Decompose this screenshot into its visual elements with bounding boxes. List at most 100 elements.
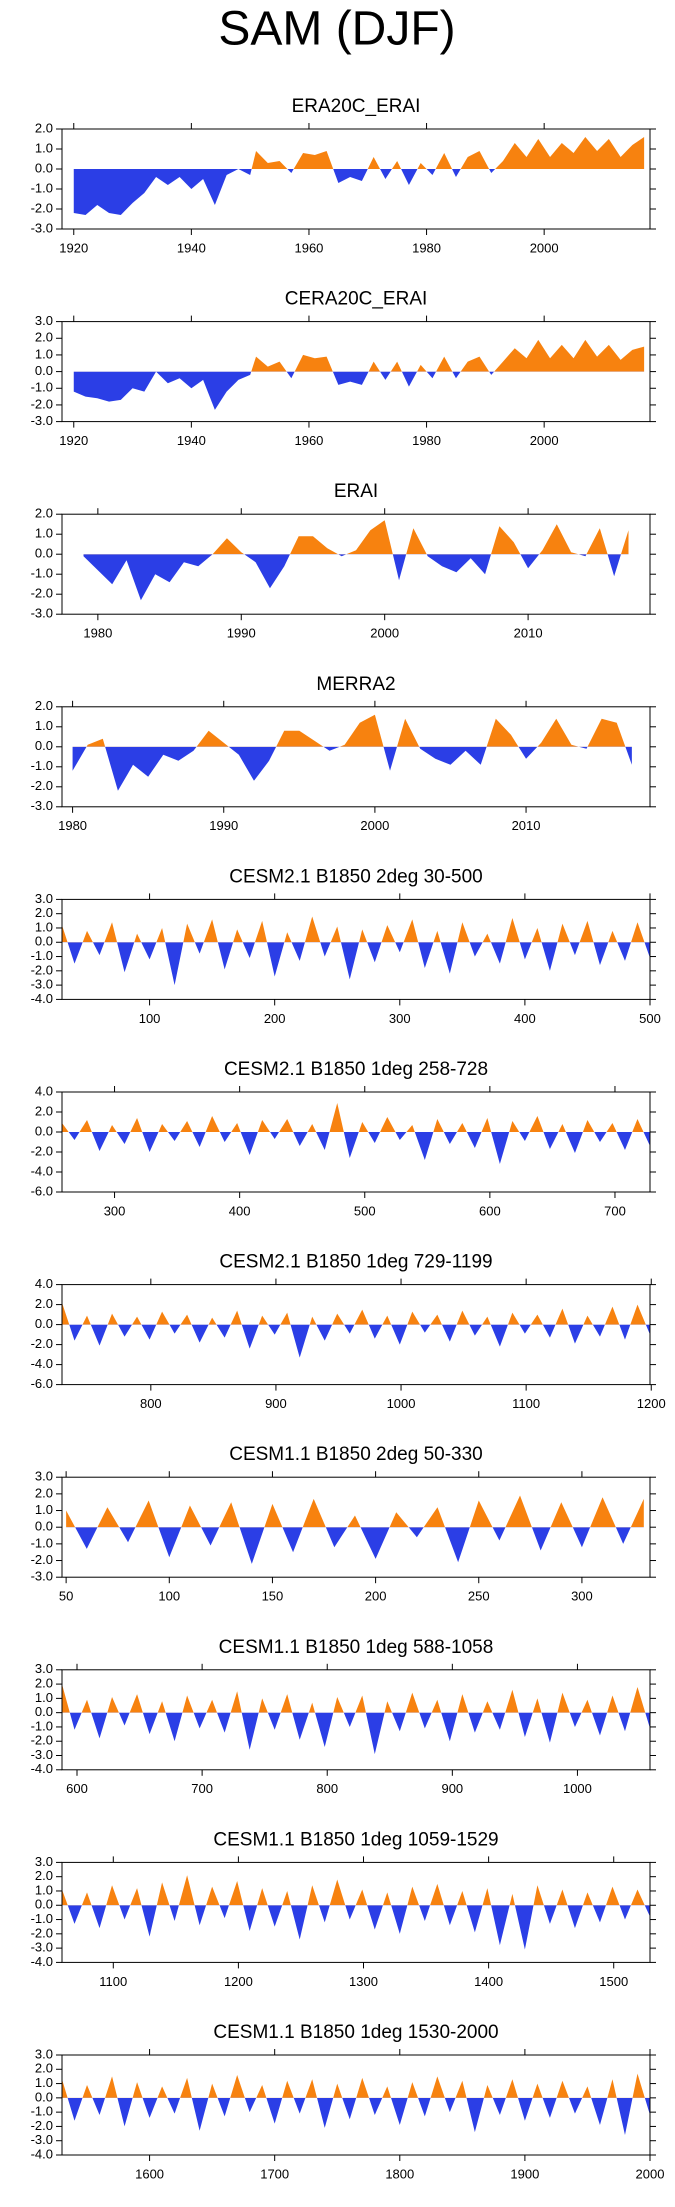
y-tick-label: 2.0 <box>35 120 53 135</box>
x-tick-label: 1100 <box>512 1396 540 1411</box>
y-tick-label: -3.0 <box>31 220 53 235</box>
y-tick-label: 3.0 <box>35 1854 53 1869</box>
y-tick-label: -6.0 <box>31 1183 53 1198</box>
y-tick-label: 3.0 <box>35 313 53 328</box>
plot-frame <box>61 128 651 230</box>
plot-frame <box>61 706 651 808</box>
y-tick-label: -2.0 <box>31 1552 53 1567</box>
y-tick-label: -4.0 <box>31 1954 53 1969</box>
y-tick-label: 1.0 <box>35 346 53 361</box>
panel-title: CERA20C_ERAI <box>285 289 428 310</box>
y-tick-label: -3.0 <box>31 413 53 428</box>
y-tick-label: 2.0 <box>35 1868 53 1883</box>
area-above <box>86 714 626 747</box>
x-tick-label: 1600 <box>135 2166 164 2181</box>
y-tick-label: -3.0 <box>31 798 53 813</box>
panel-title: CESM1.1 B1850 1deg 1059-1529 <box>213 1829 498 1850</box>
y-tick-label: 2.0 <box>35 2061 53 2076</box>
x-tick-label: 1980 <box>83 626 112 641</box>
y-tick-label: -2.0 <box>31 2118 53 2133</box>
y-tick-label: -1.0 <box>31 948 53 963</box>
y-tick-label: 2.0 <box>35 698 53 713</box>
y-tick-label: 0.0 <box>35 1704 53 1719</box>
panel-title: CESM1.1 B1850 1deg 588-1058 <box>219 1637 494 1658</box>
x-tick-label: 500 <box>639 1011 661 1026</box>
y-tick-label: -2.0 <box>31 962 53 977</box>
area-below <box>72 746 632 791</box>
x-tick-label: 600 <box>66 1781 88 1796</box>
x-tick-label: 2000 <box>360 818 389 833</box>
y-tick-label: -2.0 <box>31 1143 53 1158</box>
area-below <box>62 1712 650 1755</box>
area-below <box>62 1324 650 1358</box>
area-above <box>62 1103 650 1132</box>
y-tick-label: -2.0 <box>31 586 53 601</box>
x-tick-label: 2000 <box>636 2166 665 2181</box>
y-tick-label: -3.0 <box>31 977 53 992</box>
y-tick-label: 2.0 <box>35 1296 53 1311</box>
y-tick-label: -3.0 <box>31 2132 53 2147</box>
x-tick-label: 1920 <box>59 240 88 255</box>
x-tick-label: 1100 <box>99 1974 127 1989</box>
area-above <box>73 137 645 169</box>
y-tick-label: 1.0 <box>35 2075 53 2090</box>
y-tick-label: -2.0 <box>31 200 53 215</box>
y-tick-label: -1.0 <box>31 380 53 395</box>
y-tick-label: -2.0 <box>31 778 53 793</box>
area-below <box>62 1132 650 1164</box>
panel: CERA20C_ERAI 3.0 2.01.0 0.0 -1.0-2.0 -3.0 1920… <box>31 289 656 448</box>
x-tick-label: 1300 <box>349 1974 378 1989</box>
panel-title: CESM1.1 B1850 2deg 50-330 <box>229 1444 483 1465</box>
area-below <box>83 554 622 601</box>
x-tick-label: 2010 <box>514 626 543 641</box>
y-tick-label: -1.0 <box>31 1911 53 1926</box>
x-tick-label: 300 <box>571 1589 593 1604</box>
panel: CESM2.1 B1850 1deg 729-1199 4.0 2.0 0.0 -2.0… <box>31 1252 666 1411</box>
area-below <box>67 942 650 986</box>
y-tick-label: 1.0 <box>35 526 53 541</box>
y-tick-label: 2.0 <box>35 506 53 521</box>
area-above <box>62 916 650 943</box>
plot-frame <box>61 1091 651 1193</box>
y-tick-label: 2.0 <box>35 905 53 920</box>
x-tick-label: 1000 <box>387 1396 416 1411</box>
y-tick-label: 1.0 <box>35 919 53 934</box>
panel: ERA20C_ERAI 2.0 1.0 0.0 -1.0 -2.0 -3.0 1920 1940… <box>31 96 656 255</box>
y-tick-label: 3.0 <box>35 1661 53 1676</box>
x-tick-label: 200 <box>264 1011 286 1026</box>
y-tick-label: -1.0 <box>31 1718 53 1733</box>
y-tick-label: -1.0 <box>31 2104 53 2119</box>
x-tick-label: 200 <box>365 1589 387 1604</box>
panel-title: CESM2.1 B1850 1deg 729-1199 <box>219 1252 492 1273</box>
x-tick-label: 1990 <box>209 818 238 833</box>
x-tick-label: 2000 <box>370 626 399 641</box>
y-tick-label: 0.0 <box>35 1316 53 1331</box>
x-tick-label: 50 <box>59 1589 73 1604</box>
panel-title: ERA20C_ERAI <box>292 96 421 117</box>
x-tick-label: 100 <box>158 1589 180 1604</box>
panel: CESM1.1 B1850 1deg 588-10583.02.01.00.0-… <box>31 1637 656 1796</box>
panel: CESM1.1 B1850 1deg 1059-1529 3.02.01.00.0… <box>31 1829 656 1989</box>
plot-frame <box>61 1861 651 1963</box>
y-tick-label: 0.0 <box>35 160 53 175</box>
x-tick-label: 1960 <box>294 240 323 255</box>
y-tick-label: -3.0 <box>31 1747 53 1762</box>
x-tick-label: 1980 <box>412 240 441 255</box>
plot-frame <box>61 1669 651 1771</box>
panel-title: MERRA2 <box>316 674 395 695</box>
x-tick-label: 250 <box>468 1589 490 1604</box>
x-tick-label: 800 <box>316 1781 338 1796</box>
x-tick-label: 700 <box>604 1203 626 1218</box>
x-tick-label: 900 <box>265 1396 287 1411</box>
panel: CESM2.1 B1850 2deg 30-500 3.02.01.00.0-1.… <box>31 866 661 1025</box>
x-tick-label: 1800 <box>385 2166 414 2181</box>
x-tick-label: 1920 <box>59 433 88 448</box>
panel-title: CESM1.1 B1850 1deg 1530-2000 <box>213 2022 498 2043</box>
y-tick-label: 2.0 <box>35 1676 53 1691</box>
y-tick-label: 2.0 <box>35 1103 53 1118</box>
y-tick-label: 3.0 <box>35 2046 53 2061</box>
y-tick-label: -4.0 <box>31 1356 53 1371</box>
plot-frame <box>61 898 651 1000</box>
y-tick-label: 1.0 <box>35 1690 53 1705</box>
